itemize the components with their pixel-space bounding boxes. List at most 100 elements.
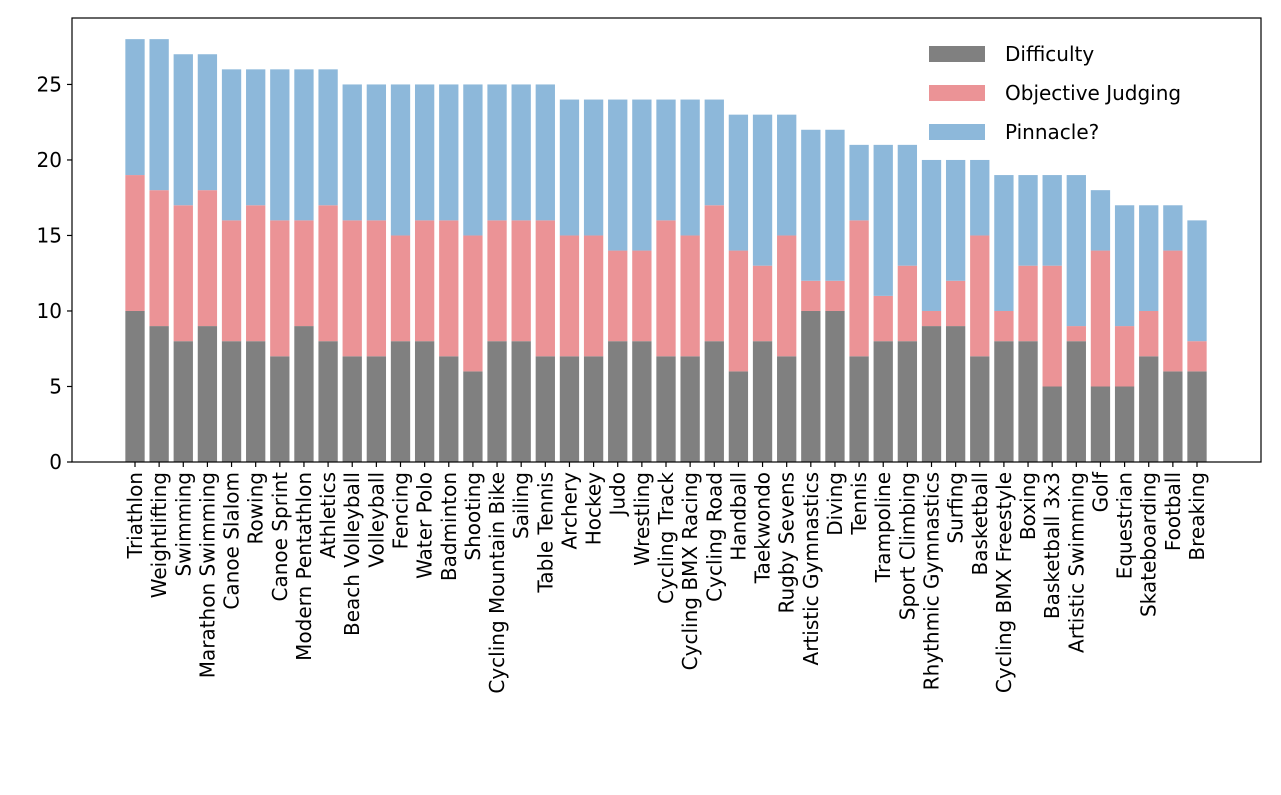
x-tick-label: Beach Volleyball	[340, 472, 364, 636]
x-tick-label: Archery	[557, 472, 581, 550]
bar-segment	[1018, 341, 1038, 462]
x-tick-label: Basketball 3x3	[1040, 472, 1064, 619]
legend: Difficulty Objective Judging Pinnacle?	[929, 42, 1181, 144]
bar-segment	[994, 310, 1014, 342]
bar-segment	[1042, 265, 1062, 387]
bar-segment	[1139, 310, 1159, 357]
bar-segment	[221, 220, 242, 342]
bar-segment	[559, 99, 580, 236]
bar-segment	[945, 159, 966, 281]
x-tick-label: Athletics	[316, 472, 340, 559]
bar-segment	[801, 280, 821, 311]
bar-segment	[511, 84, 531, 221]
x-tick-label: Sailing	[509, 472, 533, 539]
bar-segment	[1187, 220, 1207, 342]
bar-segment	[825, 129, 845, 281]
x-tick-label: Equestrian	[1113, 472, 1137, 579]
x-tick-label: Football	[1161, 472, 1185, 551]
x-tick-label: Diving	[823, 472, 847, 536]
x-tick-label: Rowing	[244, 472, 268, 545]
bar-segment	[1066, 341, 1086, 462]
bar-segment	[535, 220, 555, 357]
bar-segment	[173, 54, 193, 206]
bar-segment	[632, 250, 652, 342]
bar-segment	[559, 235, 580, 357]
x-tick-label: Volleyball	[364, 472, 388, 568]
bar-segment	[801, 310, 821, 462]
x-tick-label: Tennis	[847, 472, 871, 535]
bar-segment	[149, 39, 169, 191]
bar-segment	[221, 69, 242, 221]
x-axis: Triathlon Weightlifting Swimming Marathon S…	[123, 462, 1209, 694]
x-tick-label: Swimming	[171, 472, 195, 577]
y-tick-label: 15	[37, 223, 62, 247]
bar-segment	[849, 220, 869, 357]
y-axis: 0 5 10 15 20 25	[37, 72, 72, 474]
bar-segment	[559, 356, 580, 462]
bar-segment	[366, 356, 387, 462]
bar-segment	[318, 69, 338, 206]
bar-segment	[873, 144, 893, 296]
bar-segment	[439, 84, 459, 221]
bar-segment	[608, 341, 628, 462]
bar-segment	[825, 310, 845, 462]
bar-segment	[366, 84, 387, 221]
bar-segment	[656, 220, 676, 357]
legend-swatch	[929, 46, 985, 62]
x-tick-label: Breaking	[1185, 472, 1209, 561]
bar-segment	[583, 99, 604, 236]
bar-segment	[656, 356, 676, 462]
bar-segment	[1090, 190, 1111, 251]
bar-segment	[1090, 250, 1111, 387]
bar-segment	[752, 341, 773, 462]
x-tick-label: Cycling BMX Freestyle	[992, 472, 1016, 693]
bar-segment	[1090, 386, 1111, 462]
bar-segment	[994, 175, 1014, 311]
x-tick-label: Marathon Swimming	[195, 472, 219, 678]
x-tick-label: Artistic Gymnastics	[799, 472, 823, 665]
bar-segment	[487, 220, 507, 342]
bar-segment	[125, 310, 145, 462]
bar-segment	[583, 356, 604, 462]
bar-segment	[945, 326, 966, 462]
x-tick-label: Rugby Sevens	[775, 472, 799, 614]
bar-segment	[414, 341, 435, 462]
bar-segment	[970, 159, 990, 236]
bar-segment	[463, 235, 483, 372]
x-tick-label: Wrestling	[630, 472, 654, 566]
x-tick-label: Triathlon	[123, 472, 147, 559]
bar-segment	[197, 54, 218, 191]
bar-segment	[366, 220, 387, 357]
bar-segment	[849, 356, 869, 462]
bar-segment	[463, 371, 483, 462]
bar-segment	[270, 356, 290, 462]
bar-segment	[752, 114, 773, 266]
bar-segment	[825, 280, 845, 311]
bar-segment	[970, 235, 990, 357]
bar-segment	[342, 356, 362, 462]
x-tick-label: Canoe Sprint	[268, 472, 292, 602]
bar-segment	[970, 356, 990, 462]
bar-segment	[1163, 205, 1183, 251]
bar-segment	[390, 84, 411, 236]
bar-segment	[1066, 175, 1086, 327]
bar-segment	[608, 99, 628, 251]
bar-segment	[1139, 356, 1159, 462]
bar-segment	[511, 220, 531, 342]
bar-segment	[1114, 326, 1135, 387]
bar-segment	[608, 250, 628, 342]
bar-segment	[342, 84, 362, 221]
bar-segment	[1187, 371, 1207, 462]
bar-segment	[221, 341, 242, 462]
bar-segment	[1114, 386, 1135, 462]
x-tick-label: Modern Pentathlon	[292, 472, 316, 661]
bar-segment	[632, 341, 652, 462]
x-tick-label: Fencing	[389, 472, 413, 549]
x-tick-label: Golf	[1088, 471, 1112, 512]
bar-segment	[414, 84, 435, 221]
x-tick-label: Basketball	[968, 472, 992, 575]
bar-segment	[149, 326, 169, 462]
legend-label: Objective Judging	[1005, 81, 1181, 105]
legend-label: Difficulty	[1005, 42, 1094, 66]
